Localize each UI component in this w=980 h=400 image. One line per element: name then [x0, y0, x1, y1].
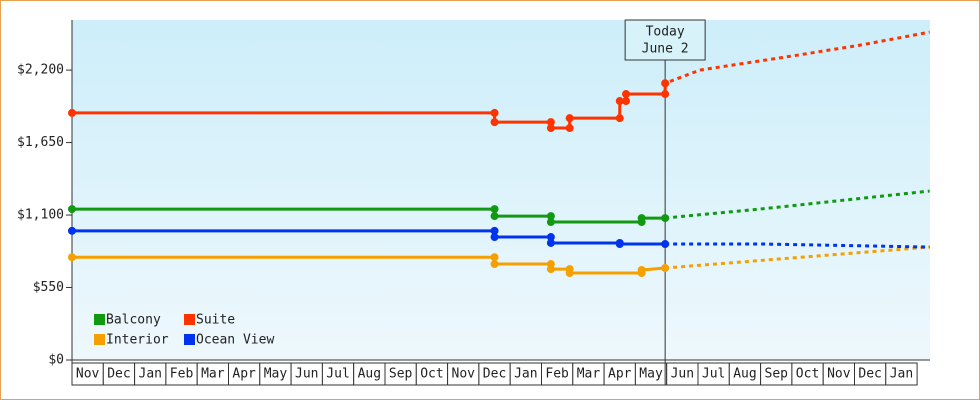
legend-swatch [184, 314, 195, 325]
today-label: Today [646, 25, 685, 40]
x-tick-label: Sep [389, 367, 413, 382]
y-tick-label: $2,200 [17, 63, 64, 78]
legend-swatch [94, 314, 105, 325]
x-tick-label: Feb [545, 367, 569, 382]
point [615, 97, 624, 106]
point [565, 269, 574, 278]
x-tick-label: Oct [796, 367, 819, 382]
x-tick-label: Nov [76, 367, 100, 382]
point [490, 233, 499, 242]
forecast-line [665, 242, 930, 249]
point [546, 238, 555, 247]
point [637, 265, 646, 274]
x-tick-label: Jun [295, 367, 318, 382]
x-tick-label: Jan [139, 367, 162, 382]
point [661, 264, 670, 273]
legend-label: Balcony [106, 313, 161, 328]
point [615, 240, 624, 249]
x-tick-label: Aug [733, 367, 756, 382]
x-tick-label: May [639, 367, 663, 382]
x-tick-label: Jan [890, 367, 913, 382]
point [622, 97, 631, 106]
x-tick-label: Dec [107, 367, 130, 382]
x-tick-label: Jan [514, 367, 537, 382]
point [661, 214, 670, 223]
legend-swatch [184, 334, 195, 345]
point [68, 205, 76, 214]
today-box [624, 19, 706, 61]
x-tick-label: Apr [232, 367, 256, 382]
plot-area [72, 20, 930, 360]
point [490, 253, 499, 262]
x-tick-label: Oct [420, 367, 443, 382]
x-tick-label: Apr [608, 367, 632, 382]
x-tick-label: Nov [827, 367, 851, 382]
point [490, 260, 499, 269]
point [661, 240, 670, 249]
y-tick-label: $1,650 [17, 135, 64, 150]
x-tick-label: Sep [765, 367, 789, 382]
y-tick-label: $0 [48, 353, 64, 368]
point [490, 226, 499, 235]
point [615, 114, 624, 123]
point [546, 124, 555, 133]
forecast-line [664, 189, 930, 220]
point [546, 233, 555, 242]
x-tick-label: Jun [671, 367, 694, 382]
x-tick-label: Mar [201, 367, 225, 382]
y-tick-label: $550 [33, 280, 64, 295]
point [661, 79, 670, 88]
x-tick-label: Feb [170, 367, 194, 382]
x-tick-label: Dec [858, 367, 881, 382]
point [546, 118, 555, 127]
point [565, 114, 574, 123]
point [68, 226, 76, 235]
x-tick-label: Dec [483, 367, 506, 382]
x-tick-label: Jul [702, 367, 725, 382]
month-cell [885, 362, 918, 386]
point [490, 108, 499, 117]
x-tick-label: Nov [452, 367, 476, 382]
point [490, 118, 499, 127]
point [68, 253, 76, 262]
legend-swatch [94, 334, 105, 345]
x-tick-label: Jul [326, 367, 349, 382]
point [565, 124, 574, 133]
point [546, 218, 555, 227]
y-tick-label: $1,100 [17, 208, 64, 223]
today-date: June 2 [642, 42, 689, 57]
point [637, 214, 646, 223]
point [490, 205, 499, 214]
legend-label: Interior [106, 333, 169, 348]
point [68, 108, 76, 117]
point [661, 90, 670, 99]
x-tick-label: May [264, 367, 288, 382]
legend-label: Ocean View [196, 333, 274, 348]
x-tick-label: Mar [577, 367, 601, 382]
point [490, 212, 499, 221]
point [622, 90, 631, 99]
x-tick-label: Aug [358, 367, 381, 382]
point [546, 212, 555, 221]
legend-label: Suite [196, 313, 235, 328]
point [546, 265, 555, 274]
